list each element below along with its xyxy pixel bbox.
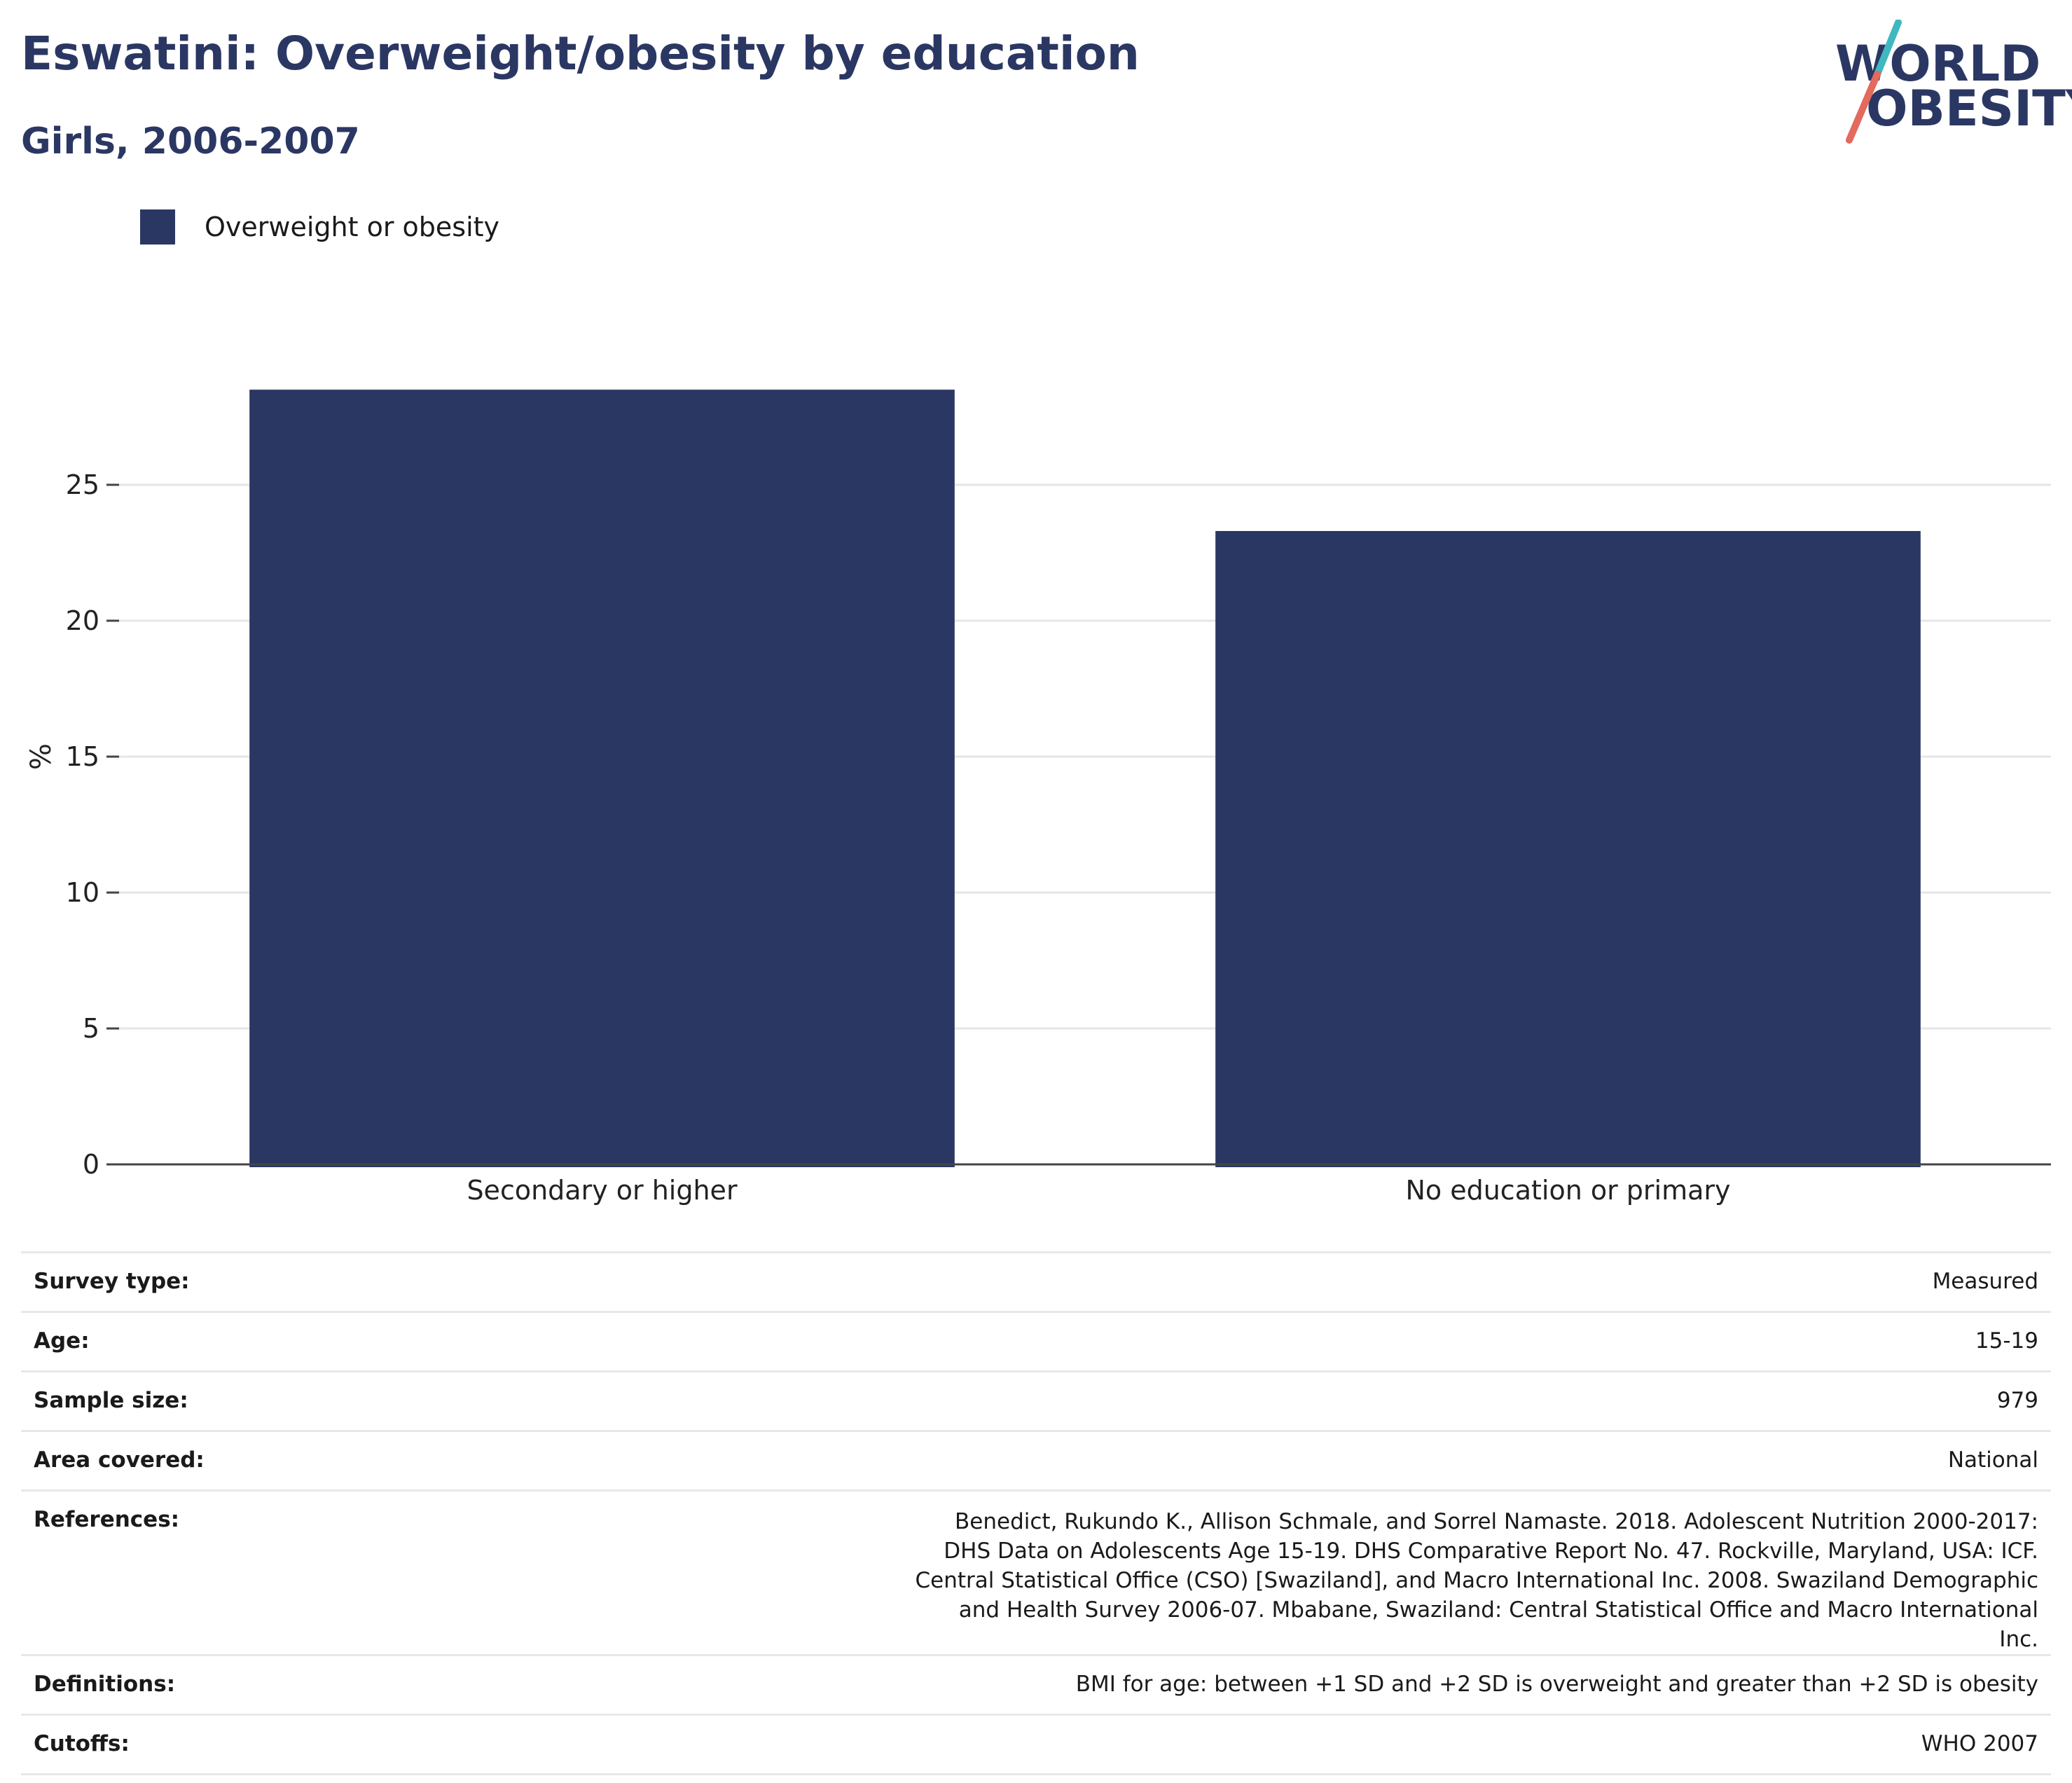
y-axis-title: % [25,743,57,770]
info-row-definitions: Definitions: BMI for age: between +1 SD … [21,1655,2051,1715]
x-tick-label: Secondary or higher [467,1175,738,1205]
info-value: 15-19 [1975,1328,2038,1354]
info-value: Measured [1932,1269,2038,1294]
info-label: Cutoffs: [34,1731,130,1756]
bar-chart: 0 5 10 15 20 25% Secondary or higher No educati… [25,390,2051,1205]
y-tick-label: 20 [66,605,99,636]
bar [249,390,955,1168]
info-label: Survey type: [34,1269,190,1294]
info-value: WHO 2007 [1921,1731,2038,1756]
x-tick-label: No education or primary [1405,1175,1730,1205]
info-row-age: Age: 15-19 [21,1312,2051,1372]
legend-swatch [140,209,175,245]
info-label: Definitions: [34,1672,176,1697]
info-row-references: References: Benedict, Rukundo K., Alliso… [21,1490,2051,1655]
y-tick-label: 10 [66,877,99,908]
logo-line-2: OBESITY [1866,80,2072,137]
y-tick-label: 15 [66,741,99,772]
info-label: Age: [34,1328,90,1354]
survey-info-table: Survey type: Measured Age: 15-19 Sample … [21,1251,2051,1775]
logo-slash-icon [1846,20,1902,144]
info-row-cutoffs: Cutoffs: WHO 2007 [21,1714,2051,1775]
info-row-area-covered: Area covered: National [21,1431,2051,1491]
info-value: National [1947,1447,2038,1473]
y-tick-label: 5 [83,1013,99,1044]
info-label: Sample size: [34,1388,188,1413]
chart-title: Eswatini: Overweight/obesity by educatio… [21,27,1140,81]
legend-label: Overweight or obesity [205,212,500,242]
legend: Overweight or obesity [140,207,499,247]
info-label: References: [34,1507,180,1532]
info-row-sample-size: Sample size: 979 [21,1371,2051,1431]
info-value: BMI for age: between +1 SD and +2 SD is … [1075,1672,2038,1697]
info-value: 979 [1996,1388,2038,1413]
info-value: Benedict, Rukundo K., Allison Schmale, a… [915,1509,2038,1652]
info-row-survey-type: Survey type: Measured [21,1252,2051,1312]
bar [1215,530,1921,1167]
chart-subtitle: Girls, 2006-2007 [21,121,360,163]
y-tick-label: 25 [66,469,99,500]
y-tick-label: 0 [83,1149,99,1180]
info-label: Area covered: [34,1447,205,1473]
world-obesity-logo: WORLD OBESITY [1821,20,2072,146]
logo-line-1: WORLD [1835,35,2041,92]
